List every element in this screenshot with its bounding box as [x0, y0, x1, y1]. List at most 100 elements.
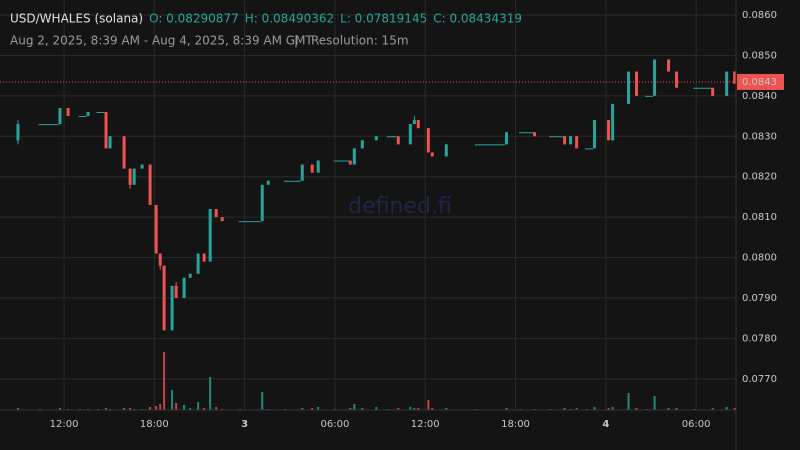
candle-body — [645, 95, 654, 97]
candle-body — [300, 164, 304, 181]
candle-body — [607, 120, 611, 141]
candle-body — [196, 253, 200, 274]
volume-bar — [215, 407, 218, 410]
x-tick-label: 18:00 — [501, 419, 530, 430]
x-tick-label: 12:00 — [50, 419, 79, 430]
y-tick-label: 0.0790 — [742, 293, 777, 304]
volume-bar — [431, 408, 434, 410]
watermark: defined.fi — [348, 194, 452, 219]
candle-body — [569, 136, 573, 145]
resolution: Resolution: 15m — [311, 34, 409, 48]
candle-body — [78, 116, 87, 118]
candle-body — [148, 164, 152, 205]
candle-body — [154, 205, 158, 254]
x-tick-label: 18:00 — [140, 419, 169, 430]
last-price-badge — [737, 73, 784, 90]
candle-body — [693, 87, 712, 89]
candle-body — [548, 136, 564, 138]
candle-body — [310, 164, 314, 173]
volume-bar — [563, 408, 566, 410]
volume-bar — [417, 408, 420, 410]
volume-bar — [607, 408, 610, 410]
x-tick-label: 3 — [241, 419, 248, 430]
volume-bar — [58, 408, 61, 410]
candle-body — [386, 136, 397, 138]
x-tick-label: 06:00 — [321, 419, 350, 430]
candle-body — [635, 71, 639, 96]
subtitle: Aug 2, 2025, 8:39 AM - Aug 4, 2025, 8:39… — [10, 34, 313, 48]
candle-body — [283, 180, 301, 182]
volume-bar — [635, 408, 638, 410]
candle-body — [214, 209, 218, 218]
candle-body — [86, 112, 90, 117]
volume-bar — [353, 404, 356, 410]
volume-bar — [413, 408, 416, 410]
x-tick-label: 12:00 — [411, 419, 440, 430]
volume-bar — [16, 408, 19, 410]
volume-bar — [349, 408, 352, 410]
y-tick-label: 0.0770 — [742, 374, 777, 385]
volume-bar — [575, 408, 578, 410]
candle-body — [711, 87, 715, 96]
candle-body — [611, 103, 615, 141]
ohlc-label: O: 0.08290877 — [149, 12, 239, 26]
y-tick-label: 0.0800 — [742, 253, 777, 264]
candle-body — [575, 136, 579, 149]
volume-bar — [149, 407, 152, 410]
candle-body — [585, 148, 594, 150]
x-tick-label: 06:00 — [682, 419, 711, 430]
y-tick-label: 0.0840 — [742, 91, 777, 102]
volume-bar — [711, 408, 714, 410]
ohlc-label: C: 0.08434319 — [433, 12, 522, 26]
candle-body — [122, 136, 126, 169]
candle-body — [104, 112, 108, 149]
candle-body — [316, 160, 320, 173]
volume-bar — [209, 377, 212, 410]
candle-body — [352, 148, 356, 165]
volume-bar — [375, 407, 378, 410]
candle-body — [675, 71, 679, 88]
volume-bar — [733, 408, 736, 410]
candle-body — [593, 120, 597, 149]
y-tick-label: 0.0810 — [742, 212, 777, 223]
candle-body — [733, 71, 737, 84]
volume-bar — [183, 405, 186, 410]
volume-bar — [189, 408, 192, 410]
separator: | — [294, 34, 298, 48]
candle-body — [128, 168, 132, 185]
volume-bar — [171, 390, 174, 410]
candle-body — [333, 160, 349, 162]
candle-body — [627, 71, 631, 104]
volume-bar — [505, 408, 508, 410]
candle-body — [38, 124, 59, 126]
candle-body — [182, 277, 186, 298]
volume-bar — [725, 407, 728, 410]
candle-body — [238, 221, 261, 223]
candle-body — [426, 128, 430, 153]
volume-bar — [611, 407, 614, 410]
candle-body — [348, 160, 352, 165]
candle-body — [140, 164, 144, 169]
candle-body — [374, 136, 378, 141]
volume-bar — [261, 392, 264, 410]
candle-body — [653, 59, 657, 96]
candle-body — [444, 144, 448, 157]
candle-body — [260, 184, 264, 222]
volume-bar — [593, 407, 596, 410]
candle-body — [132, 168, 136, 185]
candle-body — [108, 136, 112, 149]
candle-body — [16, 124, 20, 141]
y-tick-label: 0.0780 — [742, 333, 777, 344]
chart-title: USD/WHALES (solana) — [10, 12, 143, 26]
candle-body — [360, 140, 364, 149]
y-tick-label: 0.0860 — [742, 10, 777, 21]
volume-bar — [317, 407, 320, 410]
candle-body — [202, 253, 206, 262]
candle-body — [563, 136, 567, 145]
candle-body — [725, 71, 729, 96]
candle-body — [532, 132, 536, 137]
candle-body — [430, 152, 434, 157]
volume-bar — [627, 393, 630, 410]
x-tick-label: 4 — [602, 419, 609, 430]
